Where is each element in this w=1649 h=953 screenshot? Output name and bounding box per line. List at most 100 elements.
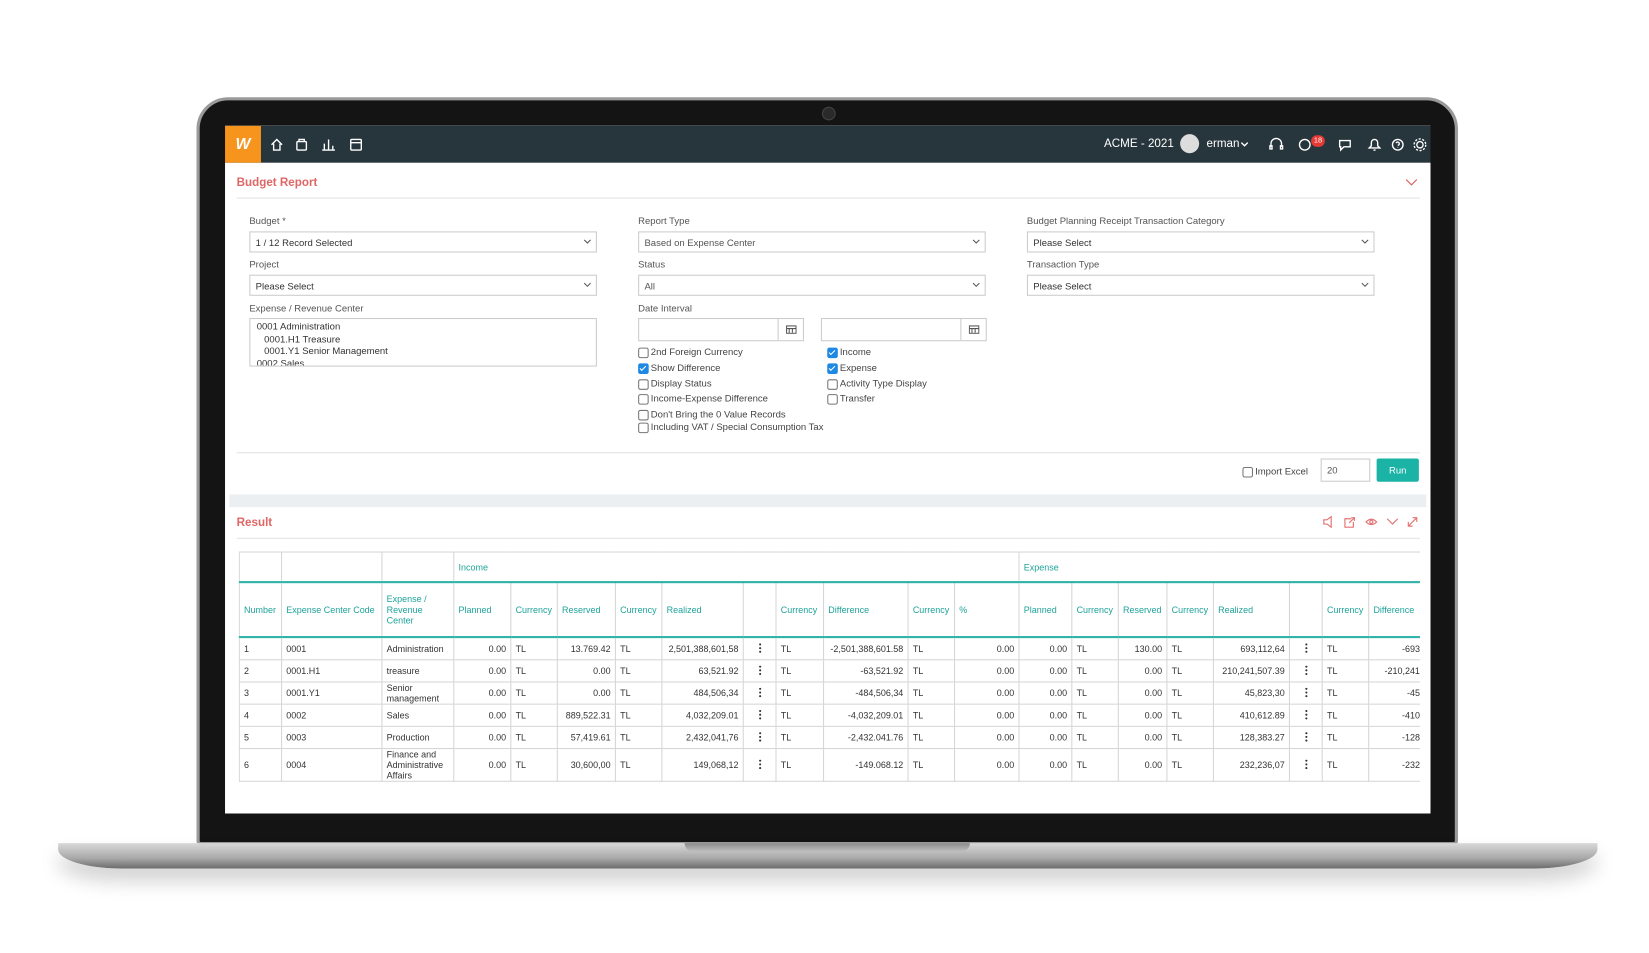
checkbox-label: Transfer (839, 393, 875, 404)
table-cell: TL (1321, 681, 1370, 705)
kebab-icon[interactable] (1304, 709, 1307, 719)
table-cell: -4,032,209.01 (823, 703, 909, 727)
checkbox-box[interactable] (827, 379, 838, 390)
checkbox[interactable]: Don't Bring the 0 Value Records (638, 409, 786, 421)
select[interactable]: Please Select (1026, 274, 1375, 296)
tree-list[interactable]: 0001 Administration 0001.H1 Treasure 000… (249, 318, 597, 367)
nav-tools[interactable] (1239, 135, 1429, 154)
table-cell: 0.00 (453, 748, 512, 782)
row-menu[interactable] (1288, 636, 1323, 661)
row-menu[interactable] (1288, 703, 1323, 727)
table-cell: 0.00 (556, 681, 616, 705)
date-input[interactable] (820, 318, 987, 342)
checkbox[interactable]: Import Excel (1242, 466, 1308, 478)
table-cell: TL (1071, 636, 1119, 661)
column-header: Currency (1071, 581, 1119, 639)
column-header: Realized (661, 581, 744, 639)
row-menu[interactable] (1288, 725, 1323, 750)
kebab-icon[interactable] (1304, 731, 1307, 742)
nav-icons[interactable] (269, 135, 366, 154)
table-cell: -2,501,388,601.58 (823, 636, 909, 661)
row-menu[interactable] (1288, 681, 1323, 705)
checkbox-box[interactable] (638, 394, 649, 405)
checkbox-box[interactable] (638, 409, 649, 421)
table-row: 5 0003 Production 0.00 TL 57,419.61 TL 2,432,04… (238, 725, 1420, 750)
kebab-icon[interactable] (1304, 759, 1307, 769)
checkbox-box[interactable] (638, 422, 649, 434)
kebab-icon[interactable] (758, 687, 761, 697)
calendar-button[interactable] (777, 319, 803, 341)
kebab-icon[interactable] (1304, 687, 1307, 697)
table-cell: 0.00 (453, 725, 512, 750)
checkbox[interactable]: 2nd Foreign Currency (638, 347, 743, 359)
row-menu[interactable] (1288, 748, 1323, 782)
select[interactable]: Please Select (1026, 231, 1375, 253)
checkbox-label: Activity Type Display (839, 378, 927, 389)
checkbox-box[interactable] (638, 379, 649, 390)
tree-item[interactable]: 0002 Sales (256, 357, 305, 367)
checkbox[interactable]: Expense (827, 362, 877, 375)
collapse-icon[interactable] (1405, 179, 1418, 187)
kebab-icon[interactable] (758, 731, 761, 742)
table-cell: 4,032,209.01 (661, 703, 744, 727)
date-input[interactable] (638, 318, 804, 342)
table-cell: 0.00 (1018, 636, 1073, 661)
checkbox[interactable]: Show Difference (638, 362, 720, 375)
table-cell: TL (775, 659, 825, 683)
checkbox[interactable]: Activity Type Display (827, 378, 927, 390)
checkbox[interactable]: Transfer (827, 393, 875, 405)
checkbox[interactable]: Income (827, 347, 871, 359)
kebab-icon[interactable] (758, 642, 761, 653)
checkbox-box[interactable] (638, 363, 649, 375)
tree-item[interactable]: 0001.H1 Treasure (264, 333, 341, 344)
logo[interactable]: W (225, 125, 261, 163)
table-cell: 0.00 (1117, 725, 1168, 750)
row-menu[interactable] (742, 659, 777, 683)
row-menu[interactable] (742, 681, 777, 705)
table-cell: TL (1166, 659, 1214, 683)
calendar-button[interactable] (960, 319, 985, 341)
table-cell: 13.769.42 (556, 636, 616, 661)
page-size-input[interactable]: 20 (1320, 458, 1371, 482)
kebab-icon[interactable] (758, 709, 761, 719)
checkbox[interactable]: Income-Expense Difference (638, 393, 768, 405)
result-tools[interactable] (1322, 515, 1419, 529)
tree-item[interactable]: 0001.Y1 Senior Management (264, 345, 388, 357)
kebab-icon[interactable] (1304, 642, 1307, 653)
checkbox-box[interactable] (638, 347, 649, 359)
table-cell: -484,506,34 (823, 681, 909, 705)
table-cell: 0.00 (1117, 659, 1168, 683)
row-menu[interactable] (742, 748, 777, 782)
kebab-icon[interactable] (1304, 665, 1307, 675)
checkbox[interactable]: Including VAT / Special Consumption Tax (638, 422, 823, 434)
table-cell: TL (1321, 636, 1370, 661)
row-menu[interactable] (1288, 659, 1323, 683)
column-header: Reserved (1117, 581, 1168, 639)
checkbox-box[interactable] (827, 347, 838, 359)
select[interactable]: All (638, 274, 986, 296)
user-name[interactable]: erman (1206, 137, 1240, 151)
company[interactable]: ACME - 2021 (1104, 137, 1174, 151)
checkbox-box[interactable] (827, 394, 838, 405)
select[interactable]: Based on Expense Center (638, 231, 986, 253)
checkbox-box[interactable] (827, 363, 838, 375)
kebab-icon[interactable] (758, 665, 761, 675)
row-menu[interactable] (742, 725, 777, 750)
row-menu[interactable] (742, 636, 777, 661)
table-cell: 0.00 (954, 725, 1020, 750)
table-cell: 4 (238, 703, 283, 727)
row-menu[interactable] (742, 703, 777, 727)
table-cell: 6 (238, 748, 283, 782)
field-label: Project (249, 258, 279, 270)
avatar[interactable] (1180, 134, 1200, 154)
table-cell: -128,3 (1368, 725, 1420, 750)
tree-item[interactable]: 0001 Administration (256, 321, 341, 332)
run-button[interactable]: Run (1376, 458, 1419, 482)
select[interactable]: 1 / 12 Record Selected (249, 231, 597, 253)
checkbox-box[interactable] (1242, 466, 1254, 478)
table-cell: -210,241,5 (1368, 659, 1420, 683)
checkbox[interactable]: Display Status (638, 378, 712, 390)
kebab-icon[interactable] (758, 759, 761, 769)
select[interactable]: Please Select (249, 274, 597, 296)
